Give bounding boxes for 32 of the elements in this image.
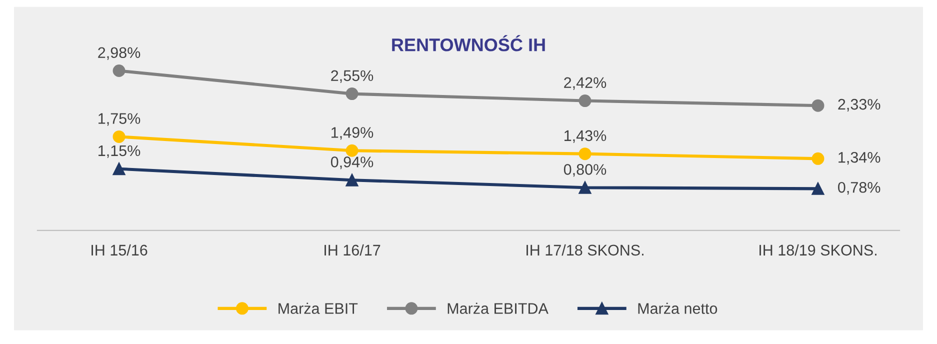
x-tick-label: IH 16/17	[324, 244, 380, 256]
data-label: 1,15%	[98, 145, 140, 158]
legend-label: Marża EBITDA	[448, 302, 548, 314]
data-label: 0,94%	[330, 156, 374, 170]
point	[812, 99, 824, 112]
data-label: 0,80%	[564, 164, 606, 177]
data-label: 0,78%	[838, 182, 880, 195]
data-label: 1,49%	[332, 127, 374, 140]
point	[578, 94, 592, 108]
point	[112, 130, 126, 143]
point	[112, 162, 126, 176]
point	[112, 64, 126, 78]
data-label: 1,34%	[838, 152, 880, 165]
point	[346, 144, 358, 157]
data-label: 2,55%	[331, 70, 374, 83]
data-label: 1,75%	[98, 113, 140, 126]
data-label: 2,98%	[98, 47, 140, 60]
point	[812, 152, 824, 165]
data-label: 1,43%	[564, 130, 606, 143]
point	[578, 181, 592, 194]
x-tick-label: IH 17/18 SKONS.	[526, 244, 644, 256]
x-tick-label: IH 15/16	[92, 244, 148, 256]
data-label: 2,42%	[564, 77, 606, 90]
data-label: 2,33%	[838, 98, 880, 112]
point	[578, 148, 592, 160]
point	[812, 182, 824, 195]
legend-label: Marża netto	[638, 302, 718, 314]
legend-label: Marża EBIT	[278, 302, 358, 314]
point	[346, 174, 358, 186]
chart-title: RENTOWNOŚĆ IH	[392, 35, 545, 52]
point	[346, 88, 358, 100]
x-tick-label: IH 18/19 SKONS.	[760, 244, 876, 256]
